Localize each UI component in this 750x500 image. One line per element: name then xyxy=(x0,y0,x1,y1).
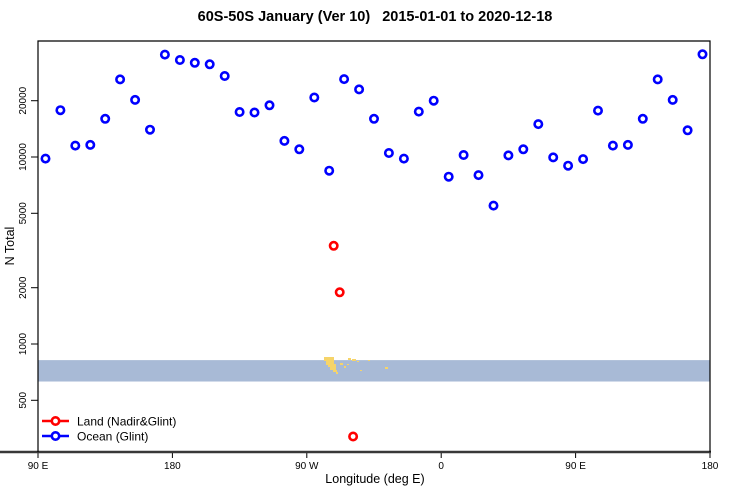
land-mask-pixel xyxy=(340,363,343,365)
ocean-point xyxy=(607,140,618,151)
ocean-point xyxy=(354,84,365,95)
axes-layer: 90 E 180 90 W 0 90 E 180 500 1000 2000 5000 10000 2… xyxy=(0,40,719,472)
land-mask-pixel xyxy=(333,370,337,372)
land-mask-pixel xyxy=(360,370,362,371)
x-tick-label: 180 xyxy=(164,461,181,472)
land-point xyxy=(334,287,345,298)
ocean-point xyxy=(413,106,424,117)
land-mask-pixel xyxy=(330,367,336,370)
x-tick-label: 0 xyxy=(438,461,444,472)
ocean-point xyxy=(398,153,409,164)
ocean-point xyxy=(548,152,559,163)
x-axis-title: Longitude (deg E) xyxy=(325,472,425,486)
ocean-point xyxy=(115,74,126,85)
ocean-point xyxy=(667,94,678,105)
y-tick-label: 500 xyxy=(18,392,29,409)
ocean-point xyxy=(637,113,648,124)
ocean-point xyxy=(488,200,499,211)
ocean-point xyxy=(100,113,111,124)
ocean-point xyxy=(622,139,633,150)
land-mask-pixel xyxy=(368,360,370,361)
ocean-point xyxy=(383,148,394,159)
legend-item-land: Land (Nadir&Glint) xyxy=(42,415,176,429)
ocean-point xyxy=(55,105,66,116)
legend-label: Land (Nadir&Glint) xyxy=(77,415,176,429)
y-tick-label: 20000 xyxy=(18,86,29,114)
ocean-point xyxy=(189,57,200,68)
land-mask-layer xyxy=(324,357,388,374)
land-point xyxy=(348,431,359,442)
land-mask-pixel xyxy=(324,357,334,361)
land-mask-pixel xyxy=(347,364,349,365)
land-mask-pixel xyxy=(344,366,346,368)
data-points-layer xyxy=(40,49,708,442)
ocean-point xyxy=(533,119,544,130)
ocean-point xyxy=(130,94,141,105)
ocean-point xyxy=(174,54,185,65)
ocean-point xyxy=(458,150,469,161)
ocean-point xyxy=(279,135,290,146)
legend-marker xyxy=(50,430,61,441)
x-tick-label: 90 E xyxy=(28,461,49,472)
ocean-point xyxy=(578,154,589,165)
ocean-point xyxy=(85,139,96,150)
ocean-point xyxy=(234,107,245,118)
x-tick-label: 90 E xyxy=(565,461,586,472)
x-tick-label: 180 xyxy=(702,461,719,472)
ocean-point xyxy=(697,49,708,60)
ocean-point xyxy=(264,100,275,111)
land-point xyxy=(328,240,339,251)
legend-marker xyxy=(50,415,61,426)
land-mask-pixel xyxy=(357,361,359,362)
ocean-point xyxy=(518,144,529,155)
ocean-point xyxy=(473,170,484,181)
ocean-point xyxy=(159,49,170,60)
x-tick-label: 90 W xyxy=(295,461,319,472)
ocean-point xyxy=(309,92,320,103)
ocean-point xyxy=(294,144,305,155)
ocean-point xyxy=(145,124,156,135)
ocean-point xyxy=(503,150,514,161)
ocean-point xyxy=(339,74,350,85)
ocean-point xyxy=(204,59,215,70)
ocean-point xyxy=(652,74,663,85)
ocean-point xyxy=(428,95,439,106)
chart-title: 60S-50S January (Ver 10) 2015-01-01 to 2… xyxy=(197,9,553,25)
y-tick-label: 2000 xyxy=(18,276,29,299)
land-mask-pixel xyxy=(352,359,356,361)
highlight-band xyxy=(38,360,710,382)
land-mask-pixel xyxy=(348,358,351,360)
legend: Land (Nadir&Glint)Ocean (Glint) xyxy=(42,415,176,444)
land-mask-pixel xyxy=(328,364,336,367)
plot-border xyxy=(37,40,711,452)
land-mask-pixel xyxy=(385,367,388,369)
highlight-band-layer xyxy=(38,360,710,382)
ocean-point xyxy=(219,71,230,82)
ocean-point xyxy=(70,140,81,151)
land-mask-pixel xyxy=(326,361,334,365)
ocean-point xyxy=(368,113,379,124)
land-mask-pixel xyxy=(336,372,338,374)
y-axis-title: N Total xyxy=(3,227,17,266)
legend-label: Ocean (Glint) xyxy=(77,430,148,444)
y-tick-label: 10000 xyxy=(18,143,29,171)
legend-item-ocean: Ocean (Glint) xyxy=(42,430,148,444)
ocean-point xyxy=(249,107,260,118)
ocean-point xyxy=(682,125,693,136)
y-tick-label: 1000 xyxy=(18,332,29,355)
ocean-point xyxy=(592,105,603,116)
ocean-point xyxy=(324,165,335,176)
ocean-point xyxy=(563,160,574,171)
ocean-point xyxy=(40,153,51,164)
ocean-point xyxy=(443,171,454,182)
y-tick-label: 5000 xyxy=(18,202,29,225)
